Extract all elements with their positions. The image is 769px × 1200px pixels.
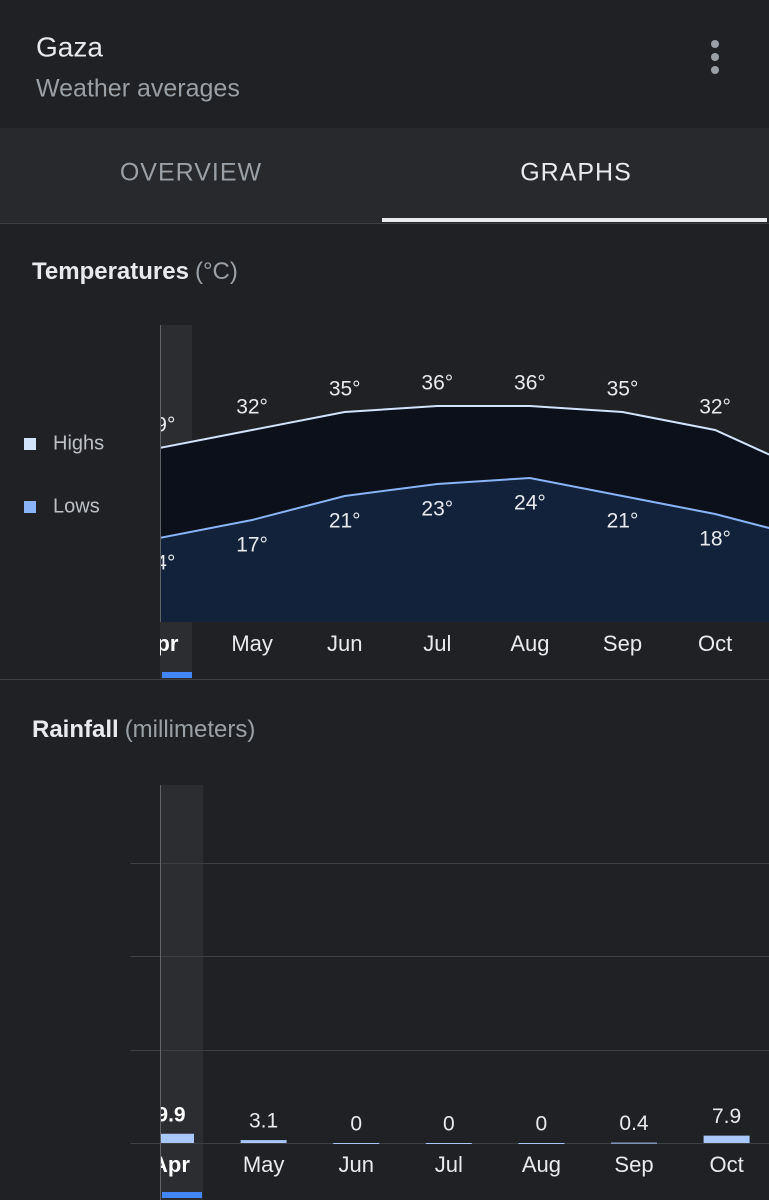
menu-dot	[711, 40, 719, 48]
x-tick-label: Jun	[327, 631, 362, 656]
divider	[0, 679, 769, 680]
data-label: 23°	[421, 498, 453, 521]
x-tick-label: Oct	[698, 631, 732, 656]
legend-label: Highs	[53, 432, 104, 454]
data-label: 35°	[607, 378, 639, 401]
menu-dot	[711, 66, 719, 74]
legend-swatch	[24, 501, 36, 513]
x-tick-label: Aug	[522, 1152, 561, 1177]
menu-button[interactable]	[711, 40, 719, 74]
data-label: 29°	[144, 414, 176, 437]
x-tick-label: Jun	[338, 1152, 373, 1177]
x-tick-label: May	[243, 1152, 285, 1177]
bar	[160, 1133, 194, 1143]
unit: (millimeters)	[125, 716, 256, 743]
data-label: 0.4	[619, 1112, 649, 1135]
bar	[425, 1143, 472, 1144]
unit: (°C)	[195, 258, 238, 285]
area	[160, 478, 769, 622]
rainfall-chart: 9.9 Apr 3.1 May 0 Jun 0 Jul 0 Aug 0.4 Sep 7.9 Oct	[152, 1103, 750, 1177]
data-label: 36°	[421, 372, 453, 395]
x-tick-label: May	[231, 631, 273, 656]
section-title: Rainfall (millimeters)	[32, 716, 255, 743]
x-tick-label: Apr	[141, 631, 179, 656]
section-title: Temperatures (°C)	[32, 258, 238, 285]
x-tick-label: Aug	[510, 631, 549, 656]
menu-dot	[711, 53, 719, 61]
data-label: 36°	[514, 372, 546, 395]
data-label: 35°	[329, 378, 361, 401]
tab[interactable]: OVERVIEW	[120, 159, 262, 187]
legend: Highs Lows	[24, 432, 104, 517]
chart-title: Rainfall	[32, 716, 119, 743]
bar	[240, 1140, 287, 1143]
x-tick-label: Apr	[152, 1152, 190, 1177]
bar	[333, 1143, 380, 1144]
line	[160, 405, 769, 456]
data-label: 0	[443, 1113, 455, 1136]
data-label: 18°	[699, 528, 731, 551]
data-label: 24°	[514, 492, 546, 515]
data-label: 32°	[236, 396, 268, 419]
x-tick-label: Jul	[423, 631, 451, 656]
tab-bar	[0, 128, 769, 223]
data-label: 9.9	[156, 1103, 185, 1126]
location-title: Gaza	[36, 31, 103, 62]
data-label: 0	[350, 1113, 362, 1136]
x-tick-label: Jul	[435, 1152, 463, 1177]
temperature-chart: 29° 32° 35° 36° 36° 35° 32° 14° 17° 21° 23° 24° 21° 1…	[141, 372, 769, 656]
selected-column	[160, 785, 203, 1200]
data-label: 17°	[236, 534, 268, 557]
data-label: 21°	[329, 510, 361, 533]
x-tick-label: Sep	[614, 1152, 653, 1177]
selection-indicator	[162, 1192, 202, 1198]
bar	[703, 1135, 750, 1143]
chart-title: Temperatures	[32, 258, 189, 285]
x-tick-label: Oct	[709, 1152, 743, 1177]
data-label: 3.1	[249, 1110, 278, 1133]
data-label: 32°	[699, 396, 731, 419]
divider	[0, 223, 769, 224]
data-label: 21°	[607, 510, 639, 533]
legend-label: Lows	[53, 495, 100, 517]
tab-indicator	[382, 218, 767, 222]
data-label: 7.9	[712, 1105, 741, 1128]
line	[160, 476, 769, 539]
subtitle: Weather averages	[36, 75, 240, 103]
data-label: 14°	[144, 552, 176, 575]
x-tick-label: Sep	[603, 631, 642, 656]
data-label: 0	[536, 1113, 548, 1136]
legend-swatch	[24, 438, 36, 450]
bar	[518, 1143, 565, 1144]
tab[interactable]: GRAPHS	[520, 159, 632, 187]
selection-indicator	[162, 672, 192, 678]
bar	[611, 1142, 657, 1144]
